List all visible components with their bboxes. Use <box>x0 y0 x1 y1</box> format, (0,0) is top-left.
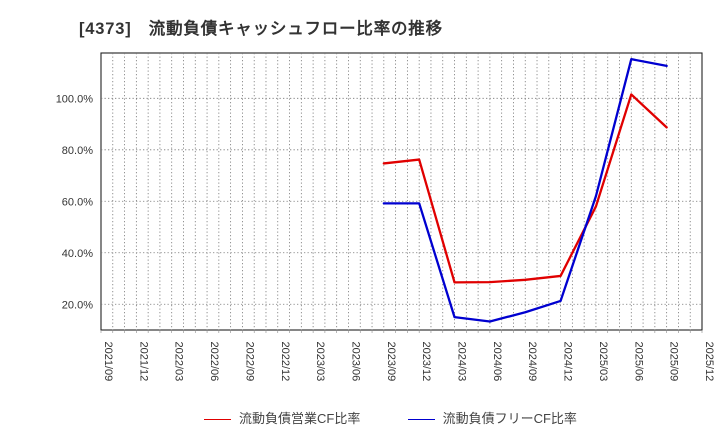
svg-text:2022/12: 2022/12 <box>279 342 291 382</box>
svg-text:2022/03: 2022/03 <box>173 342 185 382</box>
svg-text:2024/12: 2024/12 <box>562 342 574 382</box>
svg-text:2023/12: 2023/12 <box>420 342 432 382</box>
svg-text:2024/09: 2024/09 <box>526 342 538 382</box>
svg-text:2025/06: 2025/06 <box>632 342 644 382</box>
svg-text:60.0%: 60.0% <box>62 196 93 208</box>
svg-text:2025/03: 2025/03 <box>597 342 609 382</box>
svg-text:40.0%: 40.0% <box>62 248 93 260</box>
svg-text:2021/12: 2021/12 <box>137 342 149 382</box>
svg-text:2022/09: 2022/09 <box>243 342 255 382</box>
svg-text:2023/06: 2023/06 <box>349 342 361 382</box>
svg-text:2025/09: 2025/09 <box>668 342 680 382</box>
svg-text:2024/03: 2024/03 <box>456 342 468 382</box>
svg-text:80.0%: 80.0% <box>62 145 93 157</box>
svg-text:2022/06: 2022/06 <box>208 342 220 382</box>
svg-text:100.0%: 100.0% <box>56 93 94 105</box>
svg-text:2024/06: 2024/06 <box>491 342 503 382</box>
svg-text:20.0%: 20.0% <box>62 299 93 311</box>
svg-text:2023/03: 2023/03 <box>314 342 326 382</box>
svg-text:2023/09: 2023/09 <box>385 342 397 382</box>
svg-text:2025/12: 2025/12 <box>703 342 715 382</box>
svg-text:2021/09: 2021/09 <box>102 342 114 382</box>
